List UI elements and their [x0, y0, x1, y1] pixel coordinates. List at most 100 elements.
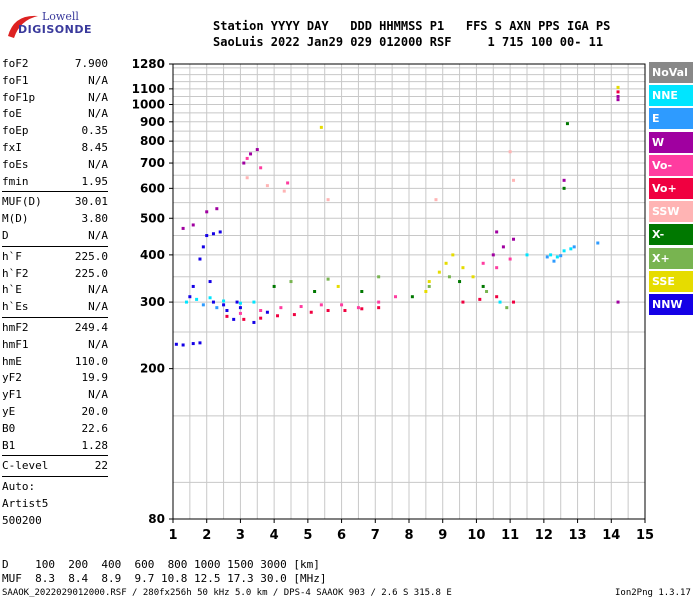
parameter-name: yF1: [2, 388, 22, 402]
echo-point: [356, 306, 360, 310]
parameter-name: foEp: [2, 124, 29, 138]
parameter-row: B1 1.28: [2, 438, 108, 455]
legend-item: X+: [649, 247, 693, 269]
parameter-row: h`E N/A: [2, 282, 108, 299]
divider: [2, 191, 108, 193]
scaling-version: 500200: [2, 513, 42, 527]
y-tick-label: 800: [140, 134, 165, 148]
parameter-name: h`E: [2, 283, 22, 297]
scaling-artist: Artist5: [2, 496, 49, 510]
y-tick-label: 600: [140, 181, 165, 195]
parameter-name: fmin: [2, 174, 29, 188]
echo-point: [259, 316, 263, 320]
echo-point: [410, 295, 414, 299]
parameter-value: N/A: [88, 337, 108, 351]
parameter-name: C-level: [2, 459, 49, 473]
parameter-group-profile: hmF2 249.4 hmF1 N/A hmE 110.0 yF2 19.9 yF1 N/A yE 2…: [2, 320, 108, 454]
echo-point: [242, 161, 246, 165]
echo-point: [616, 98, 620, 102]
parameter-value: 1.95: [81, 174, 109, 188]
parameter-row: fmin 1.95: [2, 174, 108, 191]
echo-point: [211, 232, 215, 236]
parameter-value: 22.6: [81, 421, 109, 435]
legend-item: X-: [649, 224, 693, 246]
echo-point: [559, 254, 563, 258]
parameter-row: foEp 0.35: [2, 123, 108, 140]
echo-point: [427, 280, 431, 284]
echo-point: [616, 90, 620, 94]
logo-swoosh-icon: [8, 15, 38, 38]
parameter-value: 7.900: [74, 57, 108, 70]
parameter-row: h`F2 225.0: [2, 266, 108, 283]
muf-row: MUF 8.3 8.4 8.9 9.7 10.8 12.5 17.3 30.0 …: [2, 572, 327, 585]
parameter-name: h`F2: [2, 266, 29, 280]
echo-point: [205, 210, 209, 214]
echo-point: [238, 306, 242, 310]
echo-point: [201, 303, 205, 307]
echo-point: [286, 181, 290, 185]
echo-point: [245, 176, 249, 180]
echo-point: [235, 300, 239, 304]
echo-point: [272, 284, 276, 288]
x-tick-label: 8: [404, 528, 413, 543]
echo-point: [279, 306, 283, 310]
echo-point: [319, 125, 323, 129]
echo-point: [461, 300, 465, 304]
parameter-value: 225.0: [74, 249, 108, 263]
echo-point: [181, 343, 185, 347]
echo-point: [252, 300, 256, 304]
echo-point: [512, 300, 516, 304]
echo-point: [360, 307, 364, 311]
y-tick-label: 700: [140, 156, 165, 170]
parameter-row: foF2 7.900: [2, 56, 108, 73]
echo-point: [451, 253, 455, 257]
echo-point: [340, 303, 344, 307]
scaling-mode: Auto:: [2, 480, 36, 494]
echo-point: [326, 198, 330, 202]
parameter-value: N/A: [88, 157, 108, 171]
parameter-name: foE: [2, 107, 22, 121]
distance-row: D 100 200 400 600 800 1000 1500 3000 [km…: [2, 558, 320, 571]
parameter-value: 20.0: [81, 404, 109, 418]
divider: [2, 245, 108, 247]
echo-point: [508, 257, 512, 261]
x-tick-label: 13: [569, 528, 587, 543]
divider: [2, 455, 108, 457]
echo-point: [265, 310, 269, 314]
echo-point: [427, 284, 431, 288]
parameter-value: 30.01: [74, 195, 108, 209]
echo-point: [282, 189, 286, 193]
parameter-row: M(D) 3.80: [2, 211, 108, 228]
parameter-value: 3.80: [81, 212, 109, 226]
y-tick-label: 500: [140, 211, 165, 225]
parameter-name: fxI: [2, 140, 22, 154]
parameter-value: N/A: [88, 107, 108, 121]
legend-item: NNW: [649, 293, 693, 315]
echo-point: [181, 226, 185, 230]
echo-point: [562, 178, 566, 182]
echo-point: [249, 152, 253, 156]
echo-point: [458, 280, 462, 284]
echo-point: [174, 342, 178, 346]
echo-point: [495, 230, 499, 234]
echo-point: [195, 297, 199, 301]
legend-item: E: [649, 108, 693, 130]
header-labels: Station YYYY DAY DDD HHMMSS P1 FFS S AXN…: [213, 19, 611, 33]
parameter-value: 8.45: [81, 140, 109, 154]
parameter-row: hmF2 249.4: [2, 320, 108, 337]
parameter-name: MUF(D): [2, 195, 42, 209]
echo-point: [218, 230, 222, 234]
echo-point: [259, 166, 263, 170]
legend-item: SSE: [649, 270, 693, 292]
lowell-digisonde-logo: Lowell DIGISONDE: [4, 10, 91, 44]
legend-item: SSW: [649, 201, 693, 223]
echo-point: [478, 297, 482, 301]
echo-point: [508, 150, 512, 154]
y-tick-label: 900: [140, 115, 165, 129]
parameter-name: foF1: [2, 73, 29, 87]
polarization-legend: NoVal NNE E W Vo- Vo+ SSW X- X+ SSE NNW: [649, 62, 693, 317]
echo-point: [309, 310, 313, 314]
echo-point: [326, 309, 330, 313]
parameter-value: N/A: [88, 300, 108, 314]
echo-point: [569, 247, 573, 251]
